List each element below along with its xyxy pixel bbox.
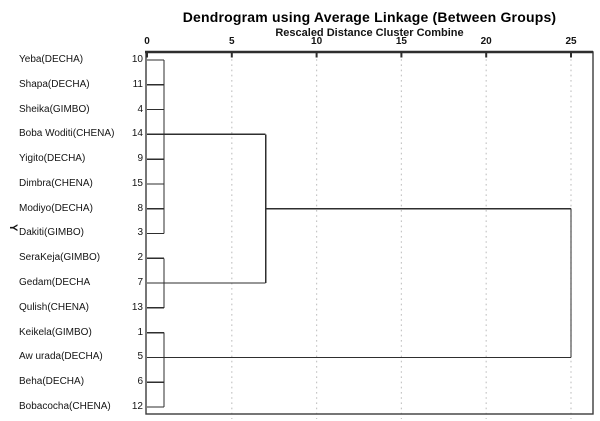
leaf-case-number: 7: [137, 277, 143, 289]
leaf-label: Sheika(GIMBO): [19, 103, 90, 115]
leaf-label: Dakiti(GIMBO): [19, 227, 84, 239]
chart-title: Dendrogram using Average Linkage (Betwee…: [182, 9, 557, 25]
leaf-case-number: 4: [137, 103, 143, 115]
leaf-case-number: 11: [132, 78, 143, 90]
leaf-case-number: 1: [137, 326, 143, 338]
leaf-case-number: 6: [137, 376, 143, 388]
leaf-case-number: 2: [137, 252, 143, 264]
leaf-label: Dimbra(CHENA): [19, 177, 93, 189]
leaf-label: Gedam(DECHA: [19, 277, 91, 289]
x-tick-label: 0: [144, 36, 150, 47]
leaf-label: Modiyo(DECHA): [19, 202, 93, 214]
plot-border: [145, 51, 594, 415]
leaf-case-number: 9: [137, 153, 143, 165]
leaf-label: Shapa(DECHA): [19, 78, 90, 90]
leaf-case-number: 12: [131, 400, 143, 412]
leaf-case-number: 5: [137, 351, 143, 363]
leaf-case-number: 14: [131, 128, 143, 140]
leaf-case-number: 15: [131, 177, 143, 189]
leaf-case-number: 13: [131, 301, 143, 313]
leaf-label: Aw urada(DECHA): [19, 351, 103, 363]
leaf-label: Keikela(GIMBO): [19, 326, 92, 338]
leaf-case-number: 8: [137, 202, 143, 214]
leaf-label: Yigito(DECHA): [19, 153, 86, 165]
x-tick-label: 5: [229, 36, 235, 47]
leaf-label: Bobacocha(CHENA): [19, 400, 111, 412]
x-tick-label: 10: [311, 36, 323, 47]
x-tick-label: 25: [565, 36, 577, 47]
leaf-label: Boba Woditi(CHENA): [19, 128, 115, 140]
chart-subtitle: Rescaled Distance Cluster Combine: [275, 27, 464, 39]
leaf-label: Qulish(CHENA): [19, 301, 90, 313]
leaf-case-number: 3: [137, 227, 143, 239]
leaf-label: SeraKeja(GIMBO): [19, 252, 101, 264]
leaf-case-number: 10: [131, 54, 143, 65]
leaf-label: Beha(DECHA): [19, 376, 85, 388]
x-tick-label: 15: [395, 36, 407, 47]
x-tick-label: 20: [480, 36, 492, 47]
leaf-label: Yeba(DECHA): [19, 54, 84, 65]
